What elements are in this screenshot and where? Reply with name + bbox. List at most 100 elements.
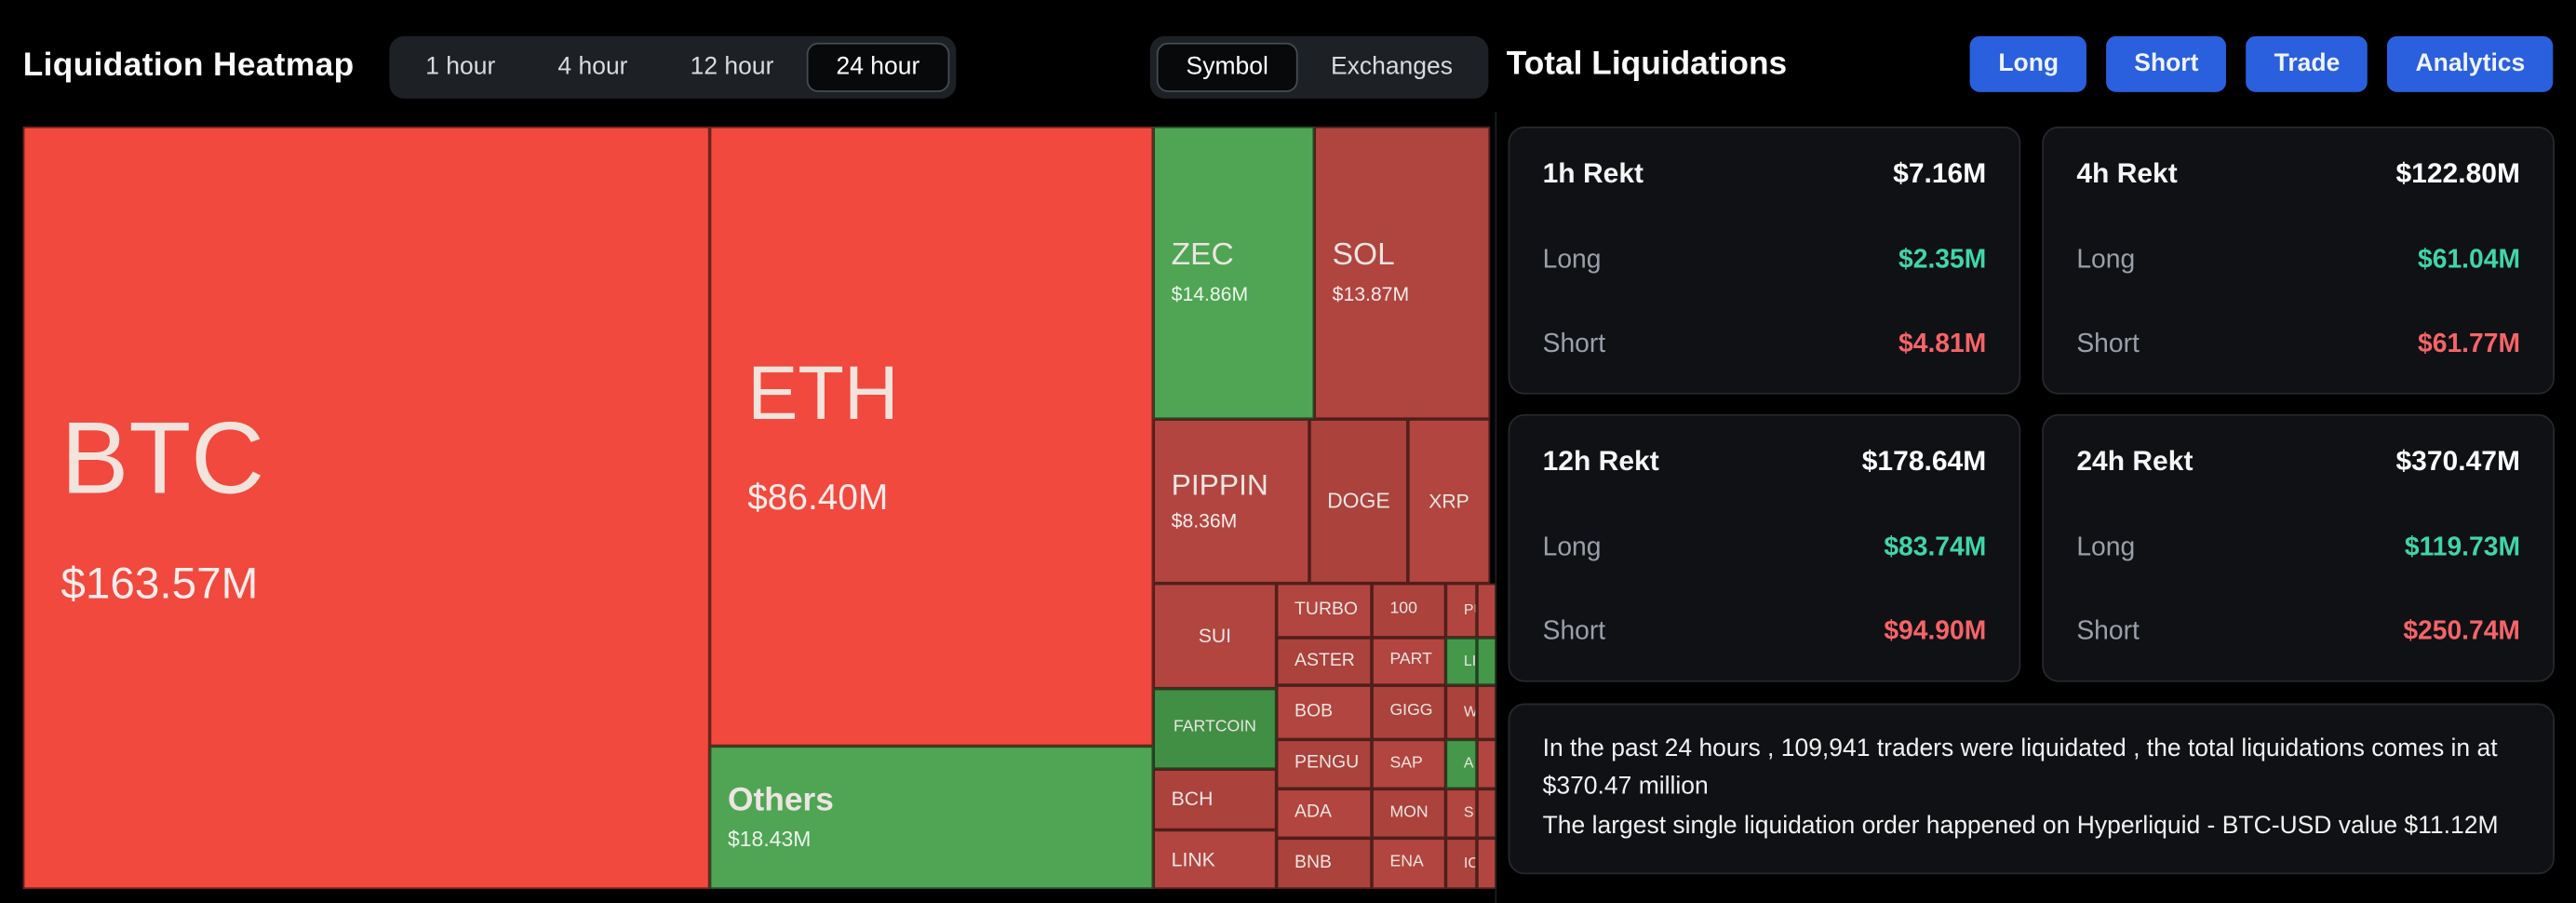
treemap-cell-sliver[interactable] bbox=[1477, 838, 1497, 890]
tab-12-hour[interactable]: 12 hour bbox=[690, 52, 774, 81]
cell-label: FARTCOIN bbox=[1173, 718, 1256, 737]
cell-label: ENA bbox=[1389, 853, 1424, 871]
tab-exchanges[interactable]: Exchanges bbox=[1330, 52, 1453, 81]
summary-line-1: In the past 24 hours , 109,941 traders w… bbox=[1542, 735, 2498, 802]
cell-label: W bbox=[1463, 702, 1478, 720]
long-label: Long bbox=[2076, 245, 2136, 274]
treemap-cell-link[interactable]: LINK bbox=[1153, 829, 1277, 890]
treemap-cell-xrp[interactable]: XRP bbox=[1407, 419, 1491, 584]
total-liquidations-title: Total Liquidations bbox=[1506, 46, 1788, 83]
cell-label: PU bbox=[1463, 600, 1475, 618]
treemap-cell-bnb[interactable]: BNB bbox=[1276, 838, 1373, 890]
treemap-cell-a[interactable]: A bbox=[1445, 739, 1478, 789]
treemap-cell-s[interactable]: S bbox=[1445, 788, 1478, 839]
treemap-cell-others[interactable]: Others $18.43M bbox=[709, 746, 1154, 890]
cell-label: A bbox=[1463, 754, 1474, 772]
cell-value: $14.86M bbox=[1171, 282, 1249, 305]
treemap-cell-pu[interactable]: PU bbox=[1445, 583, 1478, 638]
card-title: 1h Rekt bbox=[1542, 157, 1644, 190]
card-title: 24h Rekt bbox=[2076, 445, 2194, 477]
treemap-cell-pippin[interactable]: PIPPIN $8.36M bbox=[1153, 419, 1309, 584]
treemap-cell-sliver[interactable] bbox=[1477, 637, 1497, 686]
cell-label: ETH bbox=[747, 349, 899, 436]
short-value: $250.74M bbox=[2403, 617, 2520, 646]
cell-label: BNB bbox=[1295, 852, 1332, 872]
long-button[interactable]: Long bbox=[1970, 35, 2087, 92]
cell-label: LI bbox=[1463, 652, 1477, 668]
long-label: Long bbox=[1542, 532, 1602, 561]
cell-label: GIGG bbox=[1389, 701, 1433, 721]
trade-button[interactable]: Trade bbox=[2246, 35, 2368, 92]
treemap-cell-aster[interactable]: ASTER bbox=[1276, 637, 1373, 686]
treemap-cell-ic[interactable]: IC bbox=[1445, 838, 1478, 890]
treemap-cell-li[interactable]: LI bbox=[1445, 637, 1478, 686]
treemap-cell-t[interactable]: T bbox=[1477, 583, 1497, 638]
treemap-cell-part[interactable]: PART bbox=[1372, 637, 1446, 686]
tab-1-hour[interactable]: 1 hour bbox=[425, 52, 496, 81]
treemap-cell-eth[interactable]: ETH $86.40M bbox=[709, 126, 1154, 747]
short-label: Short bbox=[1542, 330, 1606, 358]
treemap-cell-pengu[interactable]: PENGU bbox=[1276, 739, 1373, 789]
treemap-cell-btc[interactable]: BTC $163.57M bbox=[22, 126, 710, 890]
stat-card-1h-rekt[interactable]: 1h Rekt $7.16M Long $2.35M Short $4.81M bbox=[1508, 126, 2021, 395]
header: Liquidation Heatmap 1 hour 4 hour 12 hou… bbox=[0, 0, 2576, 127]
cell-label: SOL bbox=[1332, 238, 1395, 274]
treemap-cell-mon[interactable]: MON bbox=[1372, 788, 1446, 839]
treemap-cell-fartcoin[interactable]: FARTCOIN bbox=[1153, 688, 1277, 770]
cell-label: BOB bbox=[1295, 701, 1334, 721]
stat-card-12h-rekt[interactable]: 12h Rekt $178.64M Long $83.74M Short $94… bbox=[1508, 413, 2021, 682]
treemap-cell-gigg[interactable]: GIGG bbox=[1372, 685, 1446, 740]
cell-label: SUI bbox=[1198, 623, 1232, 647]
treemap-cell-ena[interactable]: ENA bbox=[1372, 838, 1446, 890]
cell-label: S bbox=[1463, 803, 1474, 821]
cell-label: XRP bbox=[1429, 489, 1469, 512]
treemap-cell-doge[interactable]: DOGE bbox=[1308, 419, 1408, 584]
long-label: Long bbox=[2076, 532, 2136, 561]
treemap-cell-w[interactable]: W bbox=[1445, 685, 1478, 740]
tab-symbol[interactable]: Symbol bbox=[1156, 42, 1298, 92]
stat-card-4h-rekt[interactable]: 4h Rekt $122.80M Long $61.04M Short $61.… bbox=[2042, 126, 2556, 395]
card-total: $7.16M bbox=[1893, 157, 1987, 190]
stat-card-24h-rekt[interactable]: 24h Rekt $370.47M Long $119.73M Short $2… bbox=[2042, 413, 2556, 682]
cell-label: DOGE bbox=[1327, 488, 1390, 513]
short-label: Short bbox=[1542, 617, 1606, 646]
treemap-cell-ada[interactable]: ADA bbox=[1276, 788, 1373, 839]
card-title: 4h Rekt bbox=[2076, 157, 2178, 190]
cell-label: ADA bbox=[1295, 802, 1332, 822]
cell-value: $163.57M bbox=[60, 559, 259, 609]
treemap-cell-100[interactable]: 100 bbox=[1372, 583, 1446, 638]
long-value: $2.35M bbox=[1898, 245, 1987, 274]
cell-label: LINK bbox=[1171, 847, 1215, 870]
short-value: $4.81M bbox=[1898, 330, 1987, 358]
treemap-cell-sliver[interactable] bbox=[1477, 739, 1497, 789]
cell-label: SAP bbox=[1389, 753, 1423, 772]
treemap-cell-turbo[interactable]: TURBO bbox=[1276, 583, 1373, 638]
analytics-button[interactable]: Analytics bbox=[2387, 35, 2554, 92]
treemap-cell-bob[interactable]: BOB bbox=[1276, 685, 1373, 740]
short-value: $61.77M bbox=[2418, 330, 2520, 358]
cell-label: PIPPIN bbox=[1171, 467, 1268, 502]
long-value: $119.73M bbox=[2404, 532, 2520, 561]
treemap-cell-sliver[interactable] bbox=[1477, 685, 1497, 740]
view-mode-tabs: Symbol Exchanges bbox=[1149, 35, 1489, 99]
cell-label: MON bbox=[1389, 802, 1429, 821]
short-button[interactable]: Short bbox=[2106, 35, 2227, 92]
cell-value: $8.36M bbox=[1171, 509, 1238, 533]
tab-4-hour[interactable]: 4 hour bbox=[557, 52, 628, 81]
header-buttons: Long Short Trade Analytics bbox=[1970, 35, 2554, 92]
treemap-cell-sap[interactable]: SAP bbox=[1372, 739, 1446, 789]
treemap-cell-zec[interactable]: ZEC $14.86M bbox=[1153, 126, 1315, 420]
page-title: Liquidation Heatmap bbox=[22, 47, 355, 85]
short-label: Short bbox=[2076, 617, 2140, 646]
cell-value: $13.87M bbox=[1332, 282, 1410, 305]
treemap-cell-sol[interactable]: SOL $13.87M bbox=[1314, 126, 1491, 420]
treemap-cell-sui[interactable]: SUI bbox=[1153, 583, 1277, 689]
cell-label: BTC bbox=[60, 402, 265, 517]
summary-line-2: The largest single liquidation order hap… bbox=[1542, 811, 2499, 840]
treemap-cell-bch[interactable]: BCH bbox=[1153, 769, 1277, 830]
liquidation-summary: In the past 24 hours , 109,941 traders w… bbox=[1508, 703, 2556, 875]
treemap-cell-sliver[interactable] bbox=[1477, 788, 1497, 839]
tab-24-hour[interactable]: 24 hour bbox=[806, 42, 950, 92]
cell-label: PART bbox=[1389, 651, 1432, 669]
